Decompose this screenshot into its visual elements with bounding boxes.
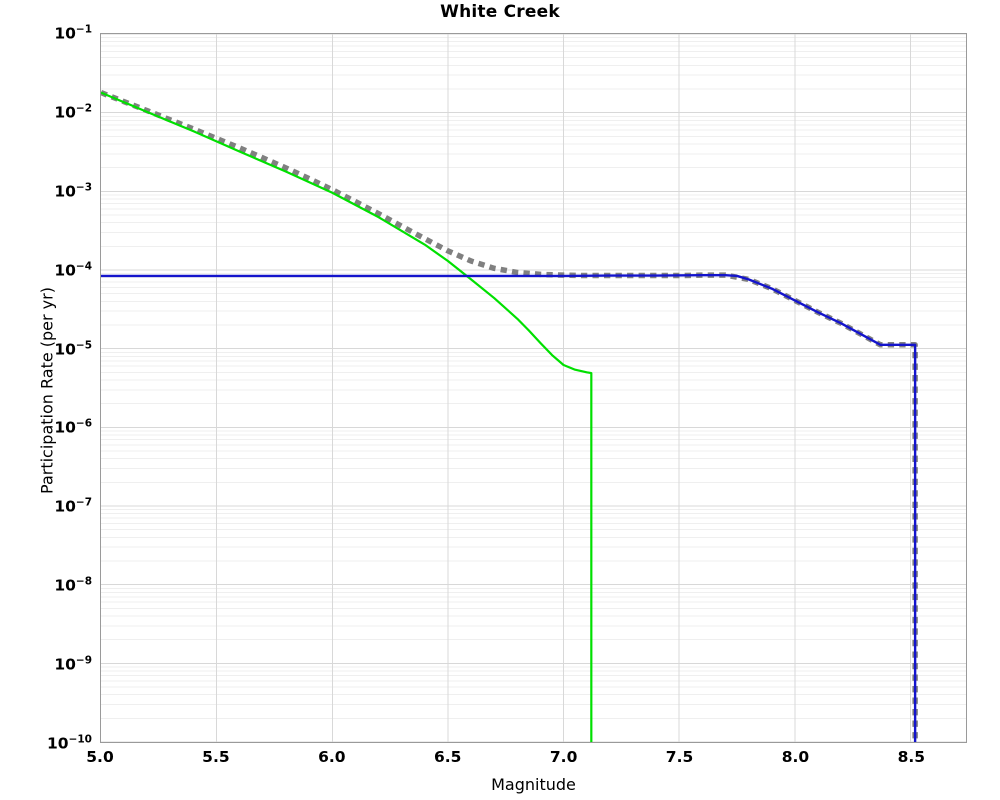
series-blue-curve [101,273,917,742]
y-tick-label: 10−10 [47,733,92,753]
x-tick-label: 8.5 [897,748,926,766]
x-tick-label: 5.0 [86,748,114,766]
x-tick-label: 7.5 [665,748,694,766]
x-tick-label: 6.5 [433,748,462,766]
x-axis-label: Magnitude [491,775,576,794]
y-tick-label: 10−4 [54,260,92,280]
y-tick-label: 10−7 [54,496,92,516]
plot-inner [101,34,966,742]
y-tick-label: 10−6 [54,417,92,438]
y-tick-label: 10−8 [54,575,92,595]
y-tick-label: 10−9 [54,654,92,674]
y-tick-label: 10−3 [54,181,92,201]
grid-layer [101,34,966,742]
y-axis-label: Participation Rate (per yr) [37,287,57,494]
x-tick-label: 6.0 [318,748,346,766]
series-layer [101,90,918,742]
x-tick-label: 8.0 [781,748,810,766]
series-target-dotted [101,90,918,742]
y-tick-label: 10−1 [54,23,92,43]
y-tick-label: 10−5 [54,338,92,359]
plot-area [100,33,967,743]
x-tick-label: 7.0 [549,748,578,766]
chart-title: White Creek [440,2,560,22]
y-tick-label: 10−2 [54,102,92,122]
x-tick-label: 5.5 [202,748,230,766]
series-green-curve [101,91,593,742]
